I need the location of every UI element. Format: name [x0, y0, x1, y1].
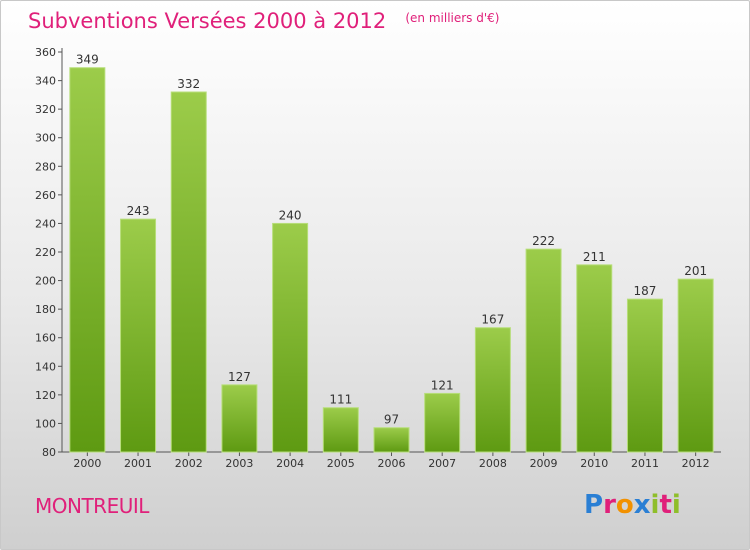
y-tick-label: 220	[35, 246, 56, 259]
y-tick-label: 120	[35, 389, 56, 402]
bar-value-label: 111	[329, 393, 352, 407]
bar-value-label: 243	[127, 204, 150, 218]
bar-value-label: 187	[634, 284, 657, 298]
bar-value-label: 211	[583, 250, 606, 264]
x-tick-label: 2006	[378, 457, 406, 470]
x-tick-label: 2008	[479, 457, 507, 470]
x-tick-label: 2003	[225, 457, 253, 470]
bar	[69, 67, 106, 453]
x-tick-label: 2011	[631, 457, 659, 470]
bar-value-label: 349	[76, 53, 99, 67]
bar	[272, 222, 309, 453]
x-tick-label: 2004	[276, 457, 304, 470]
y-tick-label: 80	[42, 446, 56, 459]
logo-letter: i	[671, 490, 681, 520]
bar	[424, 392, 461, 453]
title-row: Subventions Versées 2000 à 2012 (en mill…	[28, 9, 499, 33]
axes: 80 100 120 140 160 180 200 220 240 260 280 300 320 34…	[35, 46, 721, 470]
data-labels: 349 243 332 127 240 111 97 121 167 222 211 187 201	[76, 53, 707, 427]
bar-value-label: 222	[532, 234, 555, 248]
bar	[677, 278, 714, 453]
logo-letter: o	[615, 490, 634, 520]
y-tick-label: 180	[35, 303, 56, 316]
bar	[373, 427, 410, 453]
y-tick-label: 280	[35, 160, 56, 173]
bar-value-label: 121	[431, 378, 454, 392]
bar	[474, 327, 511, 453]
y-tick-label: 100	[35, 417, 56, 430]
x-tick-label: 2012	[682, 457, 710, 470]
bar-value-label: 201	[684, 264, 707, 278]
x-tick-label: 2002	[175, 457, 203, 470]
commune-name: MONTREUIL	[35, 494, 149, 518]
y-tick-label: 360	[35, 46, 56, 59]
logo-letter: P	[584, 490, 604, 520]
bar-value-label: 97	[384, 413, 399, 427]
bar-value-label: 332	[177, 77, 200, 91]
logo-letter: t	[659, 490, 672, 520]
y-tick-label: 300	[35, 132, 56, 145]
y-tick-label: 320	[35, 103, 56, 116]
bar	[120, 218, 157, 453]
logo-letter: i	[650, 490, 660, 520]
bar	[576, 264, 613, 453]
bar	[322, 407, 359, 453]
proxiti-logo: Proxiti	[584, 490, 681, 520]
chart-title: Subventions Versées 2000 à 2012	[28, 9, 387, 33]
chart-subtitle: (en milliers d'€)	[405, 11, 500, 25]
y-tick-label: 260	[35, 189, 56, 202]
x-tick-label: 2009	[530, 457, 558, 470]
bar	[525, 248, 562, 453]
bar-value-label: 240	[279, 208, 302, 222]
bar	[170, 91, 207, 453]
y-tick-label: 340	[35, 75, 56, 88]
x-tick-label: 2007	[428, 457, 456, 470]
x-tick-label: 2010	[580, 457, 608, 470]
y-tick-label: 200	[35, 275, 56, 288]
y-tick-label: 160	[35, 332, 56, 345]
logo-letter: r	[603, 490, 616, 520]
y-tick-label: 140	[35, 360, 56, 373]
bar-value-label: 127	[228, 370, 251, 384]
x-tick-label: 2001	[124, 457, 152, 470]
bar-value-label: 167	[481, 313, 504, 327]
bar	[626, 298, 663, 453]
x-tick-label: 2000	[73, 457, 101, 470]
bar	[221, 384, 258, 453]
x-tick-label: 2005	[327, 457, 355, 470]
y-tick-label: 240	[35, 217, 56, 230]
bars	[69, 67, 714, 453]
logo-letter: x	[633, 490, 651, 520]
